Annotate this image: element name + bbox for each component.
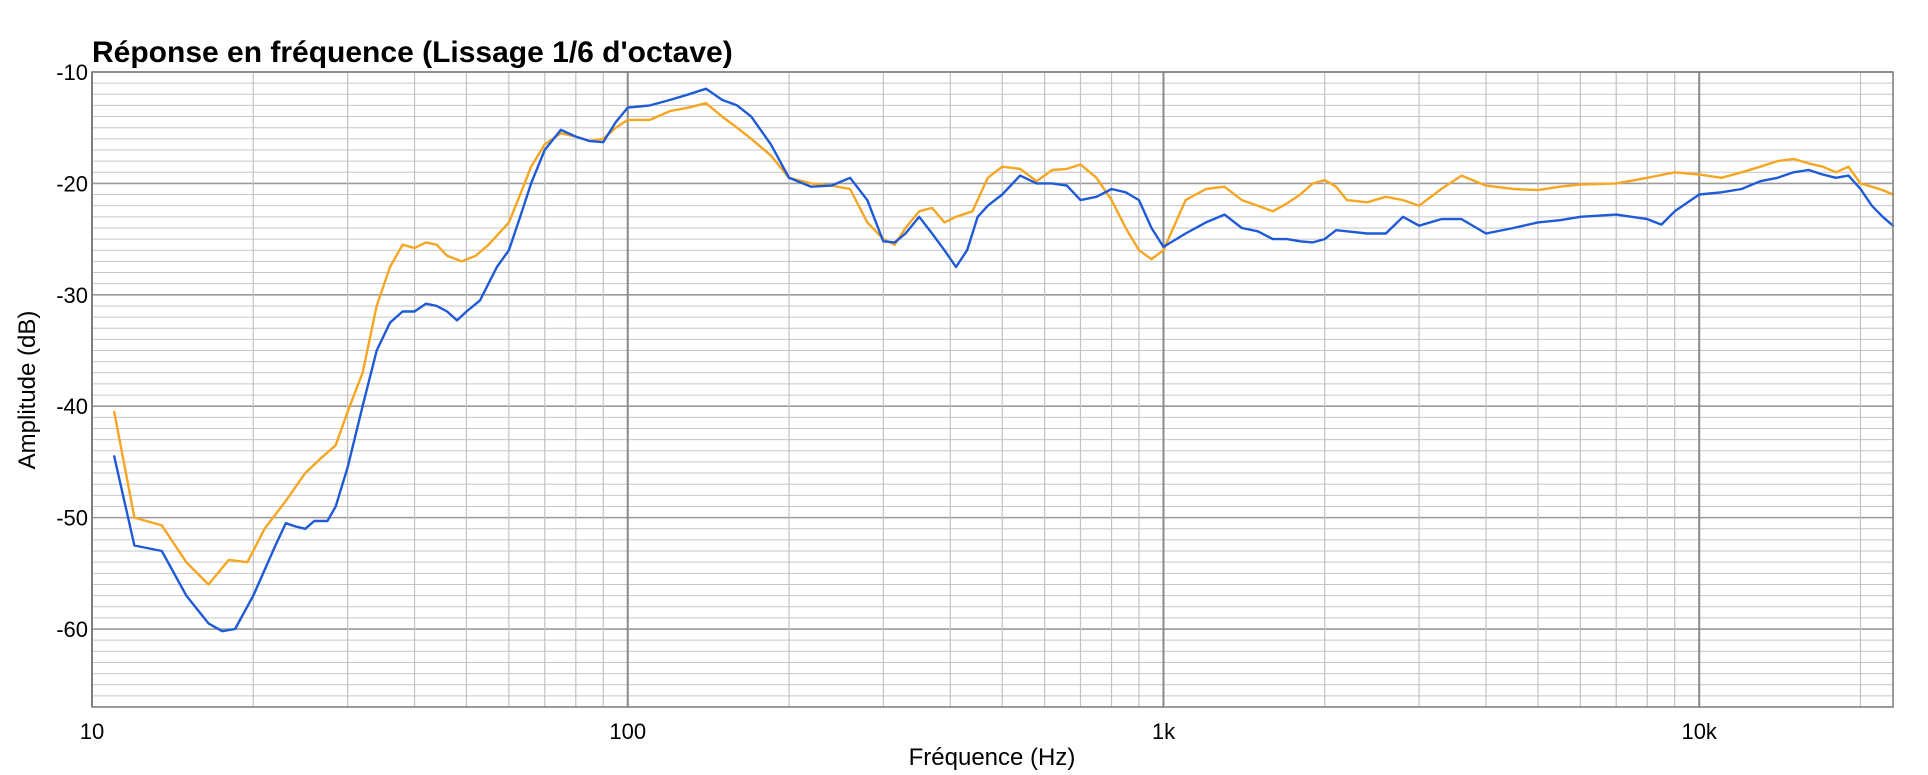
y-tick-label: -20 (56, 171, 88, 196)
x-tick-label: 10k (1681, 719, 1717, 744)
y-axis-label: Amplitude (dB) (14, 311, 41, 470)
series-layer (113, 87, 1895, 633)
x-tick-label: 100 (609, 719, 646, 744)
chart-title: Réponse en fréquence (Lissage 1/6 d'octa… (92, 36, 733, 69)
y-tick-label: -50 (56, 506, 88, 531)
plot-frame (91, 71, 1894, 708)
x-axis-label: Fréquence (Hz) (909, 744, 1076, 771)
series-line-blue (113, 87, 1895, 633)
x-tick-label: 10 (80, 719, 104, 744)
y-tick-label: -40 (56, 394, 88, 419)
y-tick-label: -30 (56, 283, 88, 308)
tick-labels: -10 -20 -30 -40 -50 -60 10 100 1k 10k (56, 60, 1718, 744)
y-tick-label: -10 (56, 60, 88, 85)
series-line-orange (113, 102, 1895, 586)
grid (91, 71, 1893, 708)
y-tick-label: -60 (56, 617, 88, 642)
x-tick-label: 1k (1152, 719, 1176, 744)
